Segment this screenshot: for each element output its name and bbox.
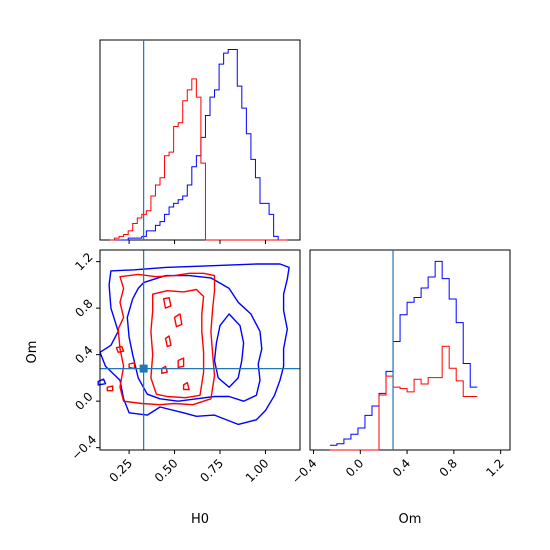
- contour-red-blob: [128, 362, 136, 370]
- tick-label-om-y: −0.4: [69, 432, 100, 463]
- tick-label-om-x: 0.4: [390, 456, 413, 479]
- contour-blue-outer: [99, 263, 290, 426]
- contour-red-blob: [162, 297, 172, 309]
- contour-red-blob: [182, 381, 190, 391]
- tick-label-om-x: −0.4: [289, 456, 320, 487]
- tick-label-h0: 0.50: [152, 456, 181, 485]
- contour-red-blob: [164, 335, 172, 348]
- tick-label-h0: 1.00: [243, 456, 272, 485]
- contour-red-blob: [161, 365, 168, 374]
- tick-label-om-x: 0.8: [437, 456, 460, 479]
- tick-label-om-x: 0.0: [343, 456, 366, 479]
- tick-label-om-y: 1.2: [72, 250, 95, 273]
- tick-label-om-y: 0.8: [72, 296, 95, 319]
- contour-blue-inner: [126, 274, 263, 402]
- contour-red-blob: [115, 345, 125, 353]
- panel-2d-h0-om: 0.25 0.50 0.75 1.00 −0.4 0.0 0.4 0.8 1.2: [69, 249, 301, 485]
- x-axis-label-h0: H0: [191, 512, 209, 527]
- contour-red-blob: [173, 313, 183, 328]
- panel-2d-frame: [99, 249, 301, 451]
- hist-h0-series-red: [110, 78, 288, 241]
- contour-blue-hole: [213, 313, 245, 388]
- panel-hist-om-frame: [309, 249, 511, 451]
- truth-marker: [139, 364, 148, 373]
- hist-om-series-red: [329, 345, 478, 451]
- tick-label-h0: 0.25: [106, 456, 135, 485]
- contour-red-blob: [106, 385, 114, 392]
- hist-h0-series-blue: [110, 49, 288, 241]
- panel-hist-om: −0.4 0.0 0.4 0.8 1.2: [289, 249, 511, 487]
- x-axis-label-om: Om: [399, 512, 422, 527]
- tick-label-om-y: 0.4: [72, 343, 95, 366]
- contour-red-blob: [177, 357, 185, 369]
- tick-label-h0: 0.75: [197, 456, 226, 485]
- y-axis-label-om: Om: [25, 341, 40, 364]
- contour-blue-blob: [97, 378, 107, 386]
- tick-label-om-y: 0.0: [72, 389, 95, 412]
- tick-label-om-x: 1.2: [483, 456, 506, 479]
- contour-red-outer: [117, 272, 216, 406]
- contour-red-inner: [150, 288, 205, 399]
- hist-om-series-blue: [329, 260, 478, 446]
- panel-hist-h0: [99, 39, 301, 244]
- panel-hist-h0-frame: [99, 39, 301, 241]
